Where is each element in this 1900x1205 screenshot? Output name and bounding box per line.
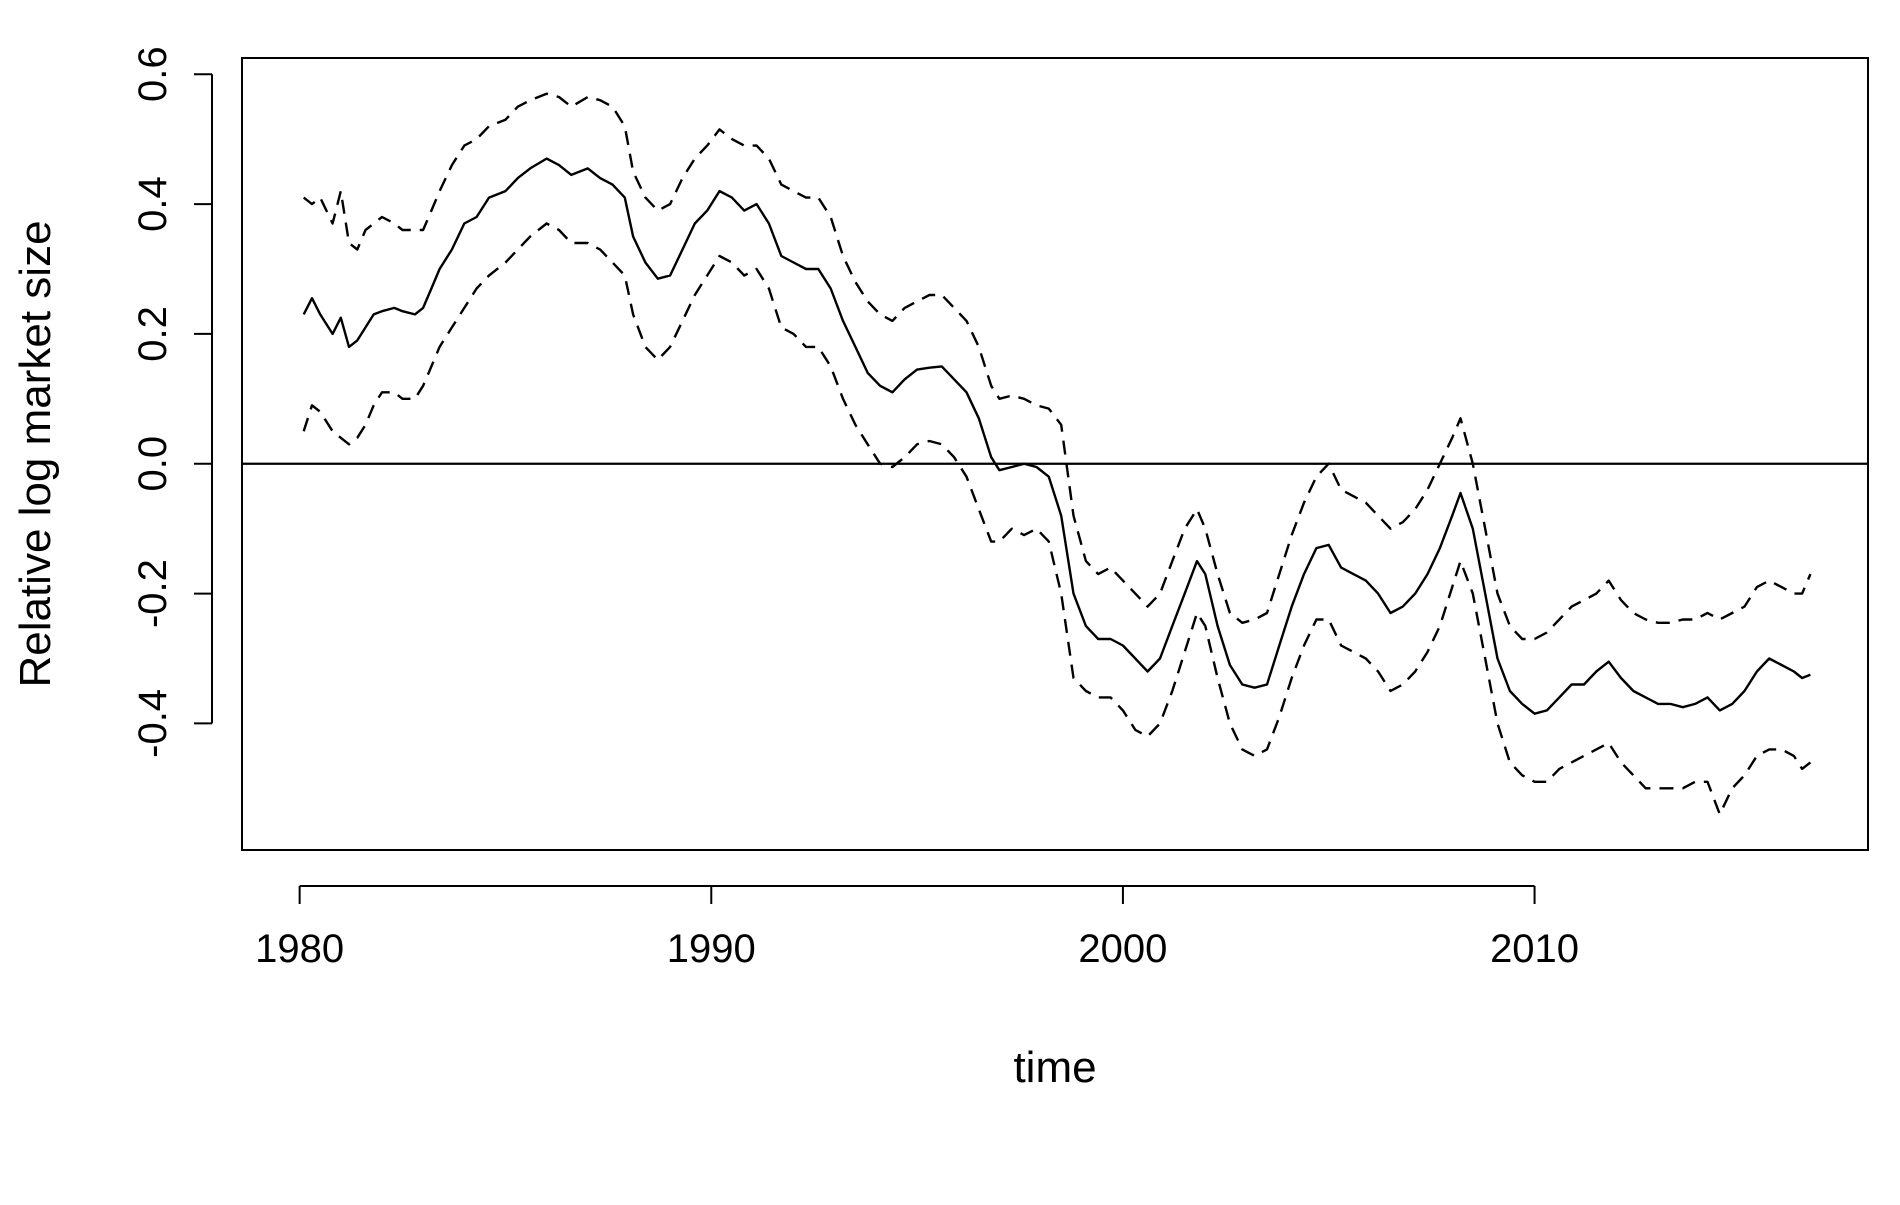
x-tick-label: 2000 <box>1078 927 1167 971</box>
y-tick-label: 0.2 <box>131 306 175 362</box>
y-tick-label: 0.0 <box>131 436 175 492</box>
x-tick-label: 2010 <box>1490 927 1579 971</box>
y-axis: -0.4 -0.2 0.0 0.2 0.4 0.6 <box>131 46 213 758</box>
series-group <box>302 92 1812 816</box>
y-axis-label: Relative log market size <box>11 220 60 687</box>
x-tick-label: 1990 <box>667 927 756 971</box>
x-axis-label: time <box>1013 1043 1096 1092</box>
y-tick-label: -0.4 <box>131 689 175 758</box>
x-axis: 1980 1990 2000 2010 <box>255 885 1579 971</box>
x-tick-label: 1980 <box>255 927 344 971</box>
y-tick-label: 0.4 <box>131 176 175 232</box>
estimate-line <box>302 157 1811 715</box>
confidence-band-line <box>302 222 1812 816</box>
y-tick-label: 0.6 <box>131 46 175 102</box>
y-tick-label: -0.2 <box>131 559 175 628</box>
confidence-band-line <box>302 92 1812 641</box>
plot-frame <box>241 57 1869 851</box>
